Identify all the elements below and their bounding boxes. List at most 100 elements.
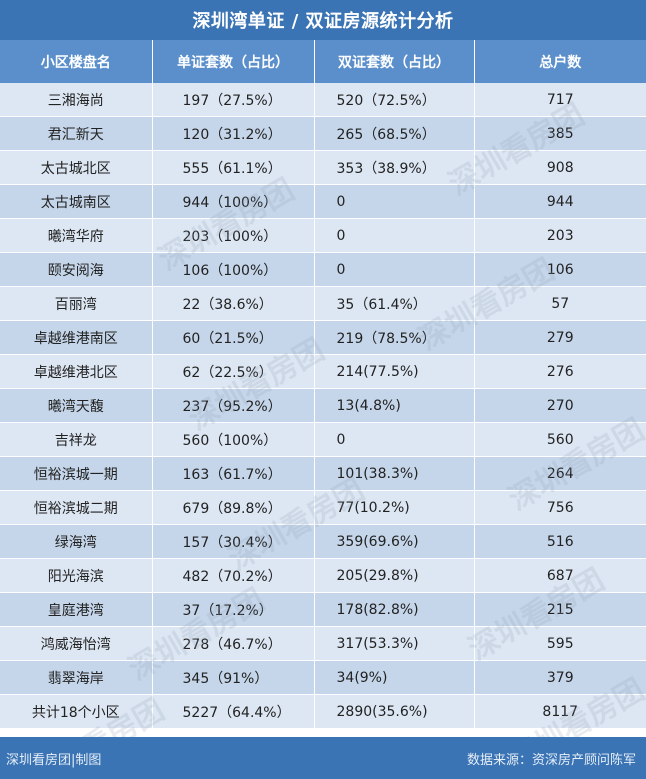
cell-total: 385	[474, 116, 646, 151]
cell-double: 0	[314, 218, 475, 253]
cell-total: 908	[474, 150, 646, 185]
cell-double: 0	[314, 184, 475, 219]
cell-total: 687	[474, 558, 646, 593]
table-row: 太古城北区 555（61.1%） 353（38.9%） 908	[0, 150, 646, 185]
cell-name: 绿海湾	[0, 524, 153, 559]
cell-single: 120（31.2%）	[152, 116, 315, 151]
table-row: 太古城南区 944（100%） 0 944	[0, 184, 646, 219]
table-row: 阳光海滨 482（70.2%） 205(29.8%) 687	[0, 558, 646, 593]
cell-name: 恒裕滨城一期	[0, 456, 153, 491]
cell-double: 34(9%)	[314, 660, 475, 695]
cell-name: 三湘海尚	[0, 83, 153, 117]
table-row: 皇庭港湾 37（17.2%） 178(82.8%) 215	[0, 592, 646, 627]
cell-name: 鸿威海怡湾	[0, 626, 153, 661]
cell-name: 阳光海滨	[0, 558, 153, 593]
cell-single: 157（30.4%）	[152, 524, 315, 559]
table-row: 百丽湾 22（38.6%） 35（61.4%） 57	[0, 286, 646, 321]
cell-total: 560	[474, 422, 646, 457]
table-body: 三湘海尚 197（27.5%） 520（72.5%） 717 君汇新天 120（31.2%…	[0, 83, 646, 729]
cell-single: 679（89.8%）	[152, 490, 315, 525]
cell-double: 205(29.8%)	[314, 558, 475, 593]
footer: 深圳看房团|制图 数据来源：资深房产顾问陈军	[0, 737, 646, 779]
cell-total: 57	[474, 286, 646, 321]
cell-single: 237（95.2%）	[152, 388, 315, 423]
cell-single: 60（21.5%）	[152, 320, 315, 355]
cell-total: 944	[474, 184, 646, 219]
table-row: 吉祥龙 560（100%） 0 560	[0, 422, 646, 457]
cell-double: 35（61.4%）	[314, 286, 475, 321]
cell-name: 百丽湾	[0, 286, 153, 321]
cell-total: 203	[474, 218, 646, 253]
cell-name: 吉祥龙	[0, 422, 153, 457]
cell-name: 颐安阅海	[0, 252, 153, 287]
cell-double: 0	[314, 422, 475, 457]
table-row: 颐安阅海 106（100%） 0 106	[0, 252, 646, 287]
table-row: 共计18个小区 5227（64.4%） 2890(35.6%) 8117	[0, 694, 646, 729]
cell-double: 214(77.5%)	[314, 354, 475, 389]
cell-single: 560（100%）	[152, 422, 315, 457]
cell-name: 太古城北区	[0, 150, 153, 185]
footer-source: 数据来源：资深房产顾问陈军	[466, 753, 636, 768]
cell-name: 太古城南区	[0, 184, 153, 219]
table-row: 卓越维港南区 60（21.5%） 219（78.5%） 279	[0, 320, 646, 355]
column-header-single: 单证套数（占比）	[152, 40, 315, 83]
cell-name: 皇庭港湾	[0, 592, 153, 627]
cell-total: 595	[474, 626, 646, 661]
cell-single: 22（38.6%）	[152, 286, 315, 321]
cell-name: 卓越维港北区	[0, 354, 153, 389]
cell-double: 219（78.5%）	[314, 320, 475, 355]
table-row: 曦湾天馥 237（95.2%） 13(4.8%) 270	[0, 388, 646, 423]
column-header-double: 双证套数（占比）	[314, 40, 475, 83]
cell-total: 8117	[474, 694, 646, 729]
cell-single: 203（100%）	[152, 218, 315, 253]
cell-total: 264	[474, 456, 646, 491]
cell-name: 共计18个小区	[0, 694, 153, 729]
cell-single: 555（61.1%）	[152, 150, 315, 185]
table-row: 翡翠海岸 345（91%） 34(9%) 379	[0, 660, 646, 695]
column-header-name: 小区楼盘名	[0, 40, 153, 83]
cell-double: 77(10.2%)	[314, 490, 475, 525]
cell-total: 756	[474, 490, 646, 525]
table-row: 曦湾华府 203（100%） 0 203	[0, 218, 646, 253]
column-header-total: 总户数	[474, 40, 646, 83]
cell-double: 359(69.6%)	[314, 524, 475, 559]
cell-single: 163（61.7%）	[152, 456, 315, 491]
cell-double: 178(82.8%)	[314, 592, 475, 627]
footer-credit: 深圳看房团|制图	[6, 753, 102, 768]
cell-name: 恒裕滨城二期	[0, 490, 153, 525]
table-row: 鸿威海怡湾 278（46.7%） 317(53.3%) 595	[0, 626, 646, 661]
cell-total: 717	[474, 83, 646, 117]
cell-single: 345（91%）	[152, 660, 315, 695]
cell-double: 101(38.3%)	[314, 456, 475, 491]
table-row: 卓越维港北区 62（22.5%） 214(77.5%) 276	[0, 354, 646, 389]
page-title: 深圳湾单证 / 双证房源统计分析	[0, 0, 646, 40]
cell-single: 278（46.7%）	[152, 626, 315, 661]
cell-name: 卓越维港南区	[0, 320, 153, 355]
cell-total: 379	[474, 660, 646, 695]
table-header-row: 小区楼盘名 单证套数（占比） 双证套数（占比） 总户数	[0, 40, 646, 83]
cell-double: 265（68.5%）	[314, 116, 475, 151]
cell-single: 482（70.2%）	[152, 558, 315, 593]
cell-single: 37（17.2%）	[152, 592, 315, 627]
cell-name: 君汇新天	[0, 116, 153, 151]
table-row: 君汇新天 120（31.2%） 265（68.5%） 385	[0, 116, 646, 151]
cell-name: 曦湾天馥	[0, 388, 153, 423]
cell-name: 曦湾华府	[0, 218, 153, 253]
cell-single: 944（100%）	[152, 184, 315, 219]
cell-double: 13(4.8%)	[314, 388, 475, 423]
cell-double: 0	[314, 252, 475, 287]
cell-total: 215	[474, 592, 646, 627]
cell-double: 2890(35.6%)	[314, 694, 475, 729]
stats-table: 小区楼盘名 单证套数（占比） 双证套数（占比） 总户数 三湘海尚 197（27.5…	[0, 40, 646, 729]
cell-single: 5227（64.4%）	[152, 694, 315, 729]
cell-single: 197（27.5%）	[152, 83, 315, 117]
cell-total: 276	[474, 354, 646, 389]
table-row: 恒裕滨城一期 163（61.7%） 101(38.3%) 264	[0, 456, 646, 491]
cell-total: 106	[474, 252, 646, 287]
cell-total: 516	[474, 524, 646, 559]
cell-single: 106（100%）	[152, 252, 315, 287]
cell-total: 270	[474, 388, 646, 423]
table-row: 绿海湾 157（30.4%） 359(69.6%) 516	[0, 524, 646, 559]
cell-total: 279	[474, 320, 646, 355]
cell-double: 317(53.3%)	[314, 626, 475, 661]
